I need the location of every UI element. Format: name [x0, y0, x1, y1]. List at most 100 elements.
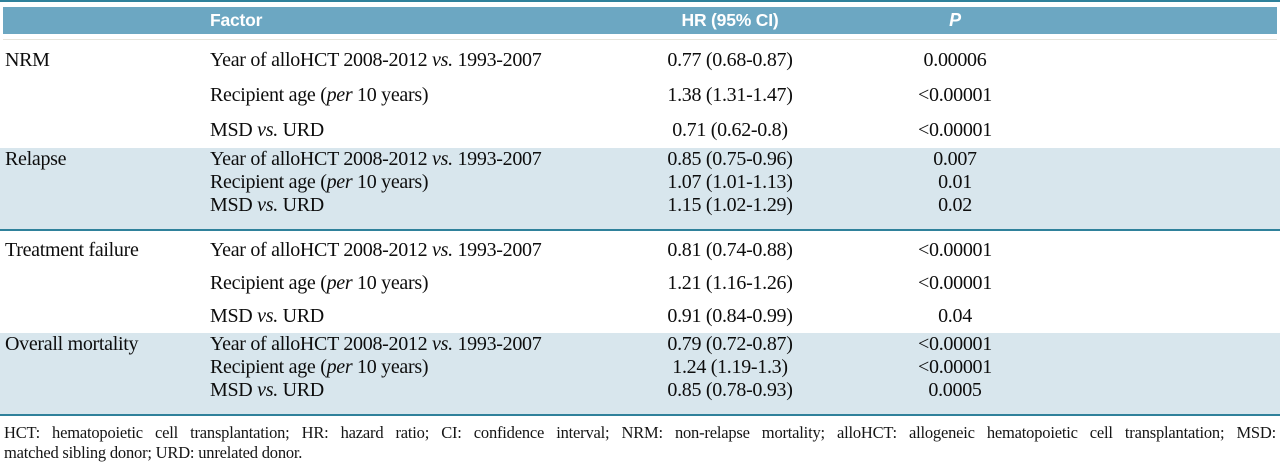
factor-cell: MSD vs. URD [205, 305, 615, 328]
hr-cell: 1.15 (1.02-1.29) [667, 194, 793, 216]
p-cell: <0.00001 [918, 239, 992, 261]
table-row: MSD vs. URD 1.15 (1.02-1.29) 0.02 [0, 194, 1280, 217]
p-cell: <0.00001 [918, 84, 992, 106]
factor-text-segment: URD [277, 119, 325, 141]
factor-text-segment: Recipient age ( [210, 272, 327, 294]
factor-italic-segment: vs. [432, 49, 453, 71]
p-cell: 0.00006 [923, 49, 987, 71]
factor-italic-segment: vs. [432, 239, 453, 261]
factor-italic-segment: vs. [257, 119, 278, 141]
table-row: Treatment failure Year of alloHCT 2008-2… [0, 234, 1280, 267]
factor-italic-segment: vs. [257, 194, 278, 216]
factor-text-segment: MSD [210, 119, 258, 141]
hr-cell: 1.38 (1.31-1.47) [667, 84, 793, 106]
footnote-line: HCT: hematopoietic cell transplantation;… [4, 423, 1276, 442]
hr-cell: 0.77 (0.68-0.87) [667, 49, 793, 71]
factor-italic-segment: vs. [257, 305, 278, 327]
factor-text-segment: 10 years) [352, 272, 429, 294]
factor-text-segment: 1993-2007 [452, 148, 542, 170]
p-cell: 0.02 [938, 194, 972, 216]
table-row: Recipient age (per 10 years) 1.38 (1.31-… [0, 78, 1280, 113]
p-cell: 0.007 [933, 148, 977, 170]
factor-cell: Recipient age (per 10 years) [205, 356, 615, 379]
factor-italic-segment: per [326, 171, 353, 193]
footnote-line: matched sibling donor; URD: unrelated do… [4, 443, 303, 462]
table-row: Recipient age (per 10 years) 1.21 (1.16-… [0, 267, 1280, 300]
factor-cell: MSD vs. URD [205, 194, 615, 217]
p-cell: <0.00001 [918, 272, 992, 294]
factor-text-segment: MSD [210, 194, 258, 216]
factor-text-segment: Recipient age ( [210, 84, 327, 106]
table-top-rule [0, 0, 1280, 2]
section-overall-mortality: Overall mortality Year of alloHCT 2008-2… [0, 333, 1280, 416]
factor-text-segment: Year of alloHCT 2008-2012 [210, 333, 433, 355]
outcome-label: Overall mortality [5, 333, 139, 355]
p-cell: 0.04 [938, 305, 972, 327]
factor-cell: Recipient age (per 10 years) [205, 84, 615, 107]
table-row: Recipient age (per 10 years) 1.24 (1.19-… [0, 356, 1280, 379]
p-cell: <0.00001 [918, 333, 992, 355]
factor-cell: Year of alloHCT 2008-2012 vs. 1993-2007 [205, 333, 615, 356]
table-row: Relapse Year of alloHCT 2008-2012 vs. 19… [0, 148, 1280, 171]
factor-text-segment: MSD [210, 305, 258, 327]
hr-cell: 0.79 (0.72-0.87) [667, 333, 793, 355]
hr-cell: 0.91 (0.84-0.99) [667, 305, 793, 327]
factor-cell: Year of alloHCT 2008-2012 vs. 1993-2007 [205, 49, 615, 72]
factor-text-segment: Recipient age ( [210, 171, 327, 193]
factor-text-segment: 1993-2007 [452, 239, 542, 261]
factor-cell: MSD vs. URD [205, 119, 615, 142]
table-row: NRM Year of alloHCT 2008-2012 vs. 1993-2… [0, 43, 1280, 78]
factor-italic-segment: vs. [432, 333, 453, 355]
footnote: HCT: hematopoietic cell transplantation;… [0, 416, 1280, 463]
factor-text-segment: URD [277, 194, 325, 216]
factor-cell: Year of alloHCT 2008-2012 vs. 1993-2007 [205, 148, 615, 171]
factor-text-segment: Year of alloHCT 2008-2012 [210, 49, 433, 71]
factor-cell: Recipient age (per 10 years) [205, 171, 615, 194]
factor-italic-segment: per [326, 272, 353, 294]
factor-text-segment: URD [277, 305, 325, 327]
p-cell: 0.0005 [928, 379, 982, 401]
column-header-p: P [949, 10, 961, 30]
p-cell: <0.00001 [918, 356, 992, 378]
section-nrm: NRM Year of alloHCT 2008-2012 vs. 1993-2… [0, 40, 1280, 148]
factor-text-segment: 10 years) [352, 171, 429, 193]
section-relapse: Relapse Year of alloHCT 2008-2012 vs. 19… [0, 148, 1280, 231]
table-header: Factor HR (95% CI) P [3, 7, 1277, 34]
hr-cell: 0.81 (0.74-0.88) [667, 239, 793, 261]
outcome-label: Treatment failure [5, 239, 139, 261]
header-underline [3, 39, 1277, 40]
factor-text-segment: Year of alloHCT 2008-2012 [210, 148, 433, 170]
factor-text-segment: 10 years) [352, 84, 429, 106]
p-cell: 0.01 [938, 171, 972, 193]
table-row: MSD vs. URD 0.85 (0.78-0.93) 0.0005 [0, 379, 1280, 402]
factor-text-segment: URD [277, 379, 325, 401]
factor-text-segment: 1993-2007 [452, 333, 542, 355]
factor-text-segment: 10 years) [352, 356, 429, 378]
hr-cell: 1.24 (1.19-1.3) [672, 356, 788, 378]
factor-italic-segment: vs. [257, 379, 278, 401]
hr-cell: 1.21 (1.16-1.26) [667, 272, 793, 294]
p-cell: <0.00001 [918, 119, 992, 141]
factor-text-segment: 1993-2007 [452, 49, 542, 71]
table-row: MSD vs. URD 0.71 (0.62-0.8) <0.00001 [0, 113, 1280, 148]
factor-cell: Recipient age (per 10 years) [205, 272, 615, 295]
table-row: MSD vs. URD 0.91 (0.84-0.99) 0.04 [0, 300, 1280, 333]
hr-cell: 1.07 (1.01-1.13) [667, 171, 793, 193]
column-header-hr: HR (95% CI) [681, 10, 779, 30]
table-row: Overall mortality Year of alloHCT 2008-2… [0, 333, 1280, 356]
factor-text-segment: Recipient age ( [210, 356, 327, 378]
section-treatment-failure: Treatment failure Year of alloHCT 2008-2… [0, 231, 1280, 333]
table-row: Recipient age (per 10 years) 1.07 (1.01-… [0, 171, 1280, 194]
hr-cell: 0.85 (0.75-0.96) [667, 148, 793, 170]
outcome-label: Relapse [5, 148, 67, 170]
factor-cell: Year of alloHCT 2008-2012 vs. 1993-2007 [205, 239, 615, 262]
factor-italic-segment: per [326, 356, 353, 378]
factor-italic-segment: per [326, 84, 353, 106]
hr-cell: 0.85 (0.78-0.93) [667, 379, 793, 401]
outcome-label: NRM [5, 49, 50, 71]
factor-italic-segment: vs. [432, 148, 453, 170]
column-header-factor: Factor [210, 10, 263, 30]
factor-text-segment: MSD [210, 379, 258, 401]
hr-cell: 0.71 (0.62-0.8) [672, 119, 788, 141]
